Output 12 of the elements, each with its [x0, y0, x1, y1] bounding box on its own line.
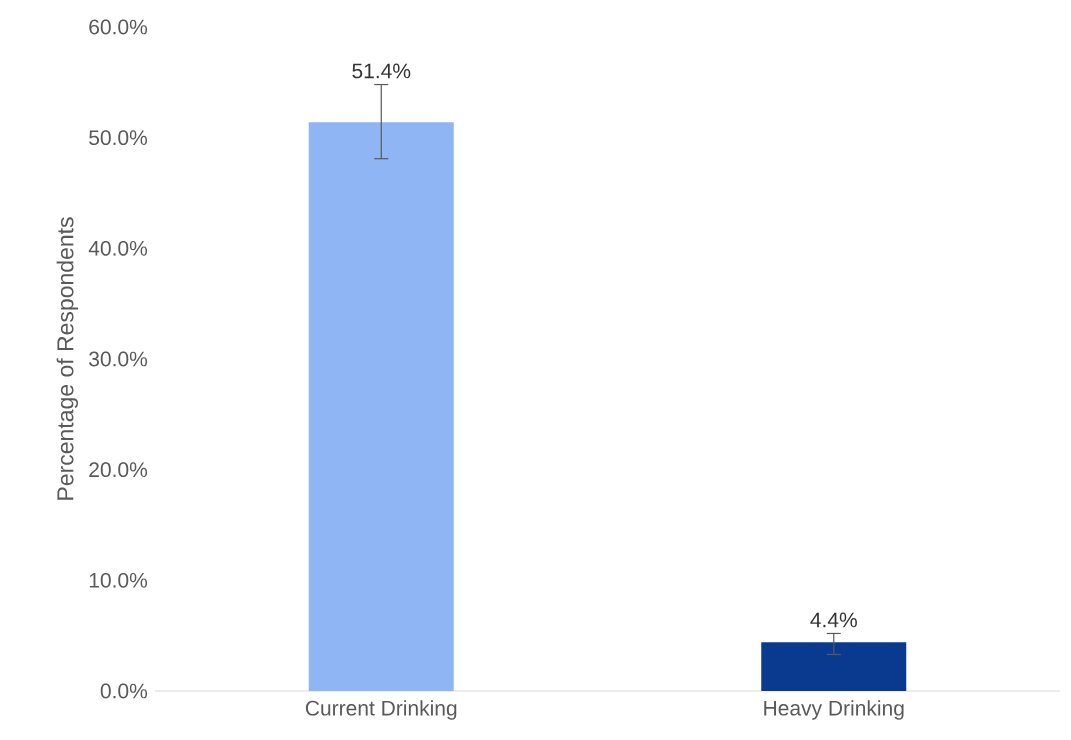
y-tick-label: 60.0%	[89, 19, 148, 35]
y-tick-label: 20.0%	[89, 462, 148, 478]
y-tick-label: 50.0%	[89, 130, 148, 146]
y-axis-title: Percentage of Respondents	[56, 217, 79, 500]
x-tick-label: Heavy Drinking	[764, 700, 904, 720]
x-tick-label: Current Drinking	[305, 700, 457, 720]
data-label: 4.4%	[810, 612, 857, 628]
y-tick-label: 30.0%	[89, 351, 148, 367]
y-tick-label: 40.0%	[88, 240, 148, 256]
y-tick-label: 0.0%	[100, 683, 148, 699]
data-label: 51.4%	[352, 63, 411, 79]
y-tick-label: 10.0%	[89, 572, 148, 588]
